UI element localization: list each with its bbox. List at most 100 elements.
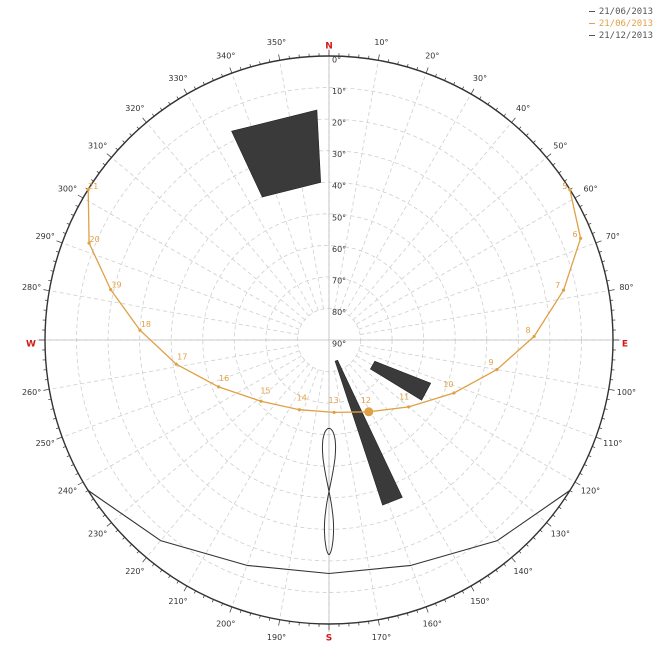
sun-path-june-line	[87, 189, 582, 414]
horizon-tick	[55, 250, 60, 253]
sun-hour-point	[138, 328, 142, 332]
azimuth-label: 310°	[88, 141, 107, 150]
horizon-tick	[444, 599, 447, 603]
azimuth-spoke	[279, 371, 324, 620]
analemma-curve	[321, 427, 337, 556]
horizon-tick	[211, 599, 214, 603]
horizon-tick	[584, 213, 588, 216]
sun-hour-point	[532, 334, 536, 339]
horizon-tick	[592, 446, 596, 448]
sun-hour-point	[407, 405, 411, 409]
horizon-tick	[598, 250, 603, 253]
horizon-tick	[552, 163, 556, 166]
sun-hour-point	[297, 408, 302, 412]
horizon-tick	[606, 279, 610, 282]
azimuth-spoke	[358, 242, 597, 330]
horizon-tick	[90, 498, 94, 501]
horizon-tick	[129, 133, 132, 136]
horizon-tick	[77, 481, 84, 486]
azimuth-label: 290°	[36, 232, 55, 241]
sun-hour-label: 7	[555, 281, 560, 290]
horizon-tick	[604, 270, 608, 272]
legend-item-2: 21/06/2013	[588, 18, 653, 30]
azimuth-label: 100°	[617, 388, 636, 397]
horizon-tick	[479, 580, 482, 584]
elevation-label: 0°	[332, 56, 341, 65]
azimuth-spoke	[360, 345, 609, 390]
horizon-tick	[539, 147, 543, 151]
horizon-tick	[558, 171, 562, 174]
horizon-tick	[152, 113, 155, 117]
azimuth-label: 10°	[374, 38, 388, 47]
horizon-tick	[142, 117, 147, 123]
horizon-tick	[96, 506, 100, 509]
horizon-tick	[518, 126, 522, 130]
horizon-tick	[595, 436, 602, 440]
horizon-tick	[43, 289, 50, 292]
elevation-label: 80°	[332, 308, 346, 317]
horizon-tick	[503, 563, 506, 567]
azimuth-spoke	[146, 363, 310, 558]
horizon-tick	[278, 54, 281, 61]
horizon-tick	[193, 590, 196, 594]
legend-item-1: 21/06/2013	[588, 6, 653, 18]
horizon-tick	[56, 240, 63, 244]
sun-hour-point	[452, 391, 456, 395]
sun-hour-label: 16	[219, 374, 229, 383]
azimuth-spoke	[111, 359, 306, 523]
horizon-tick	[518, 550, 522, 554]
horizon-tick	[601, 260, 605, 263]
legend-label-3: 21/12/2013	[598, 31, 653, 41]
cardinal-east: E	[622, 340, 628, 350]
horizon-tick	[268, 59, 271, 63]
horizon-tick	[221, 603, 223, 607]
horizon-tick	[142, 557, 147, 563]
horizon-tick	[606, 398, 610, 401]
horizon-tick	[90, 179, 94, 182]
azimuth-label: 110°	[603, 439, 622, 448]
sun-hour-label: 8	[526, 326, 531, 335]
horizon-tick	[546, 153, 552, 158]
sun-hour-label: 6	[573, 230, 578, 239]
horizon-tick	[259, 61, 261, 65]
azimuth-spoke	[231, 369, 319, 608]
horizon-tick	[136, 126, 140, 130]
sun-hour-point	[568, 187, 572, 192]
horizon-tick	[595, 240, 602, 244]
azimuth-spoke	[356, 197, 576, 325]
horizon-tick	[564, 179, 568, 182]
azimuth-label: 160°	[423, 619, 442, 628]
horizon-tick	[416, 66, 419, 71]
horizon-tick	[495, 107, 498, 111]
horizon-tick	[221, 73, 223, 77]
horizon-tick	[229, 606, 233, 613]
horizon-tick	[487, 101, 490, 105]
elevation-label: 10°	[332, 87, 346, 96]
sun-hour-point	[86, 187, 90, 192]
azimuth-spoke	[82, 355, 302, 483]
horizon-tick	[66, 222, 70, 225]
azimuth-label: 280°	[22, 283, 41, 292]
horizon-tick	[62, 446, 66, 448]
sun-hour-point	[259, 399, 263, 403]
azimuth-spoke	[360, 290, 609, 335]
obstacle-3	[369, 360, 432, 401]
horizon-tick	[533, 140, 536, 143]
horizon-tick	[592, 232, 596, 234]
azimuth-label: 140°	[513, 567, 532, 576]
sun-hour-label: 13	[329, 396, 339, 405]
horizon-tick	[96, 171, 100, 174]
horizon-tick	[574, 194, 581, 199]
azimuth-label: 190°	[267, 633, 286, 642]
horizon-tick	[160, 107, 163, 111]
azimuth-label: 70°	[606, 232, 620, 241]
horizon-tick	[444, 77, 447, 81]
azimuth-label: 120°	[581, 487, 600, 496]
azimuth-spoke	[344, 367, 472, 587]
horizon-tick	[66, 455, 70, 458]
azimuth-spoke	[49, 345, 298, 390]
horizon-tick	[53, 417, 57, 420]
horizon-tick	[106, 522, 112, 527]
horizon-tick	[77, 194, 84, 199]
horizon-tick	[102, 514, 106, 517]
